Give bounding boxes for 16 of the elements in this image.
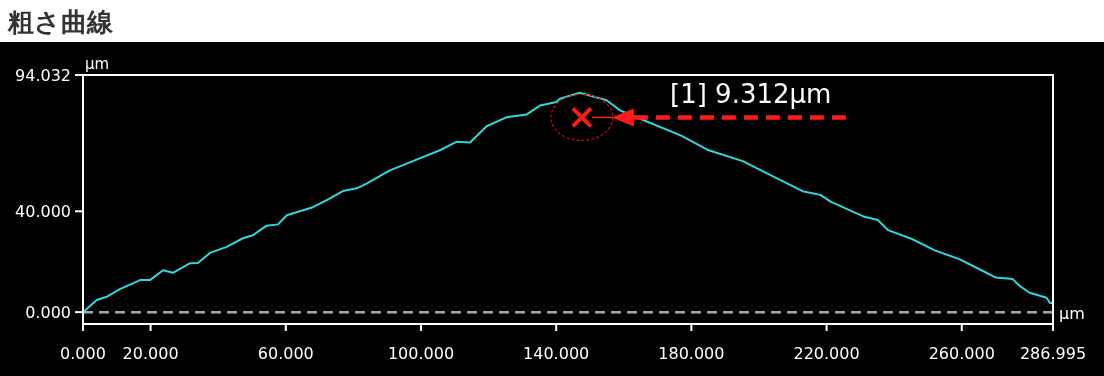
y-tick-label: 40.000	[15, 202, 71, 222]
x-axis-title: µm	[1059, 304, 1085, 324]
x-tick-label: 100.000	[387, 344, 455, 363]
x-tick-label: 180.000	[658, 344, 725, 363]
annotation: [1] 9.312µm	[670, 79, 832, 109]
y-tick-label: 0.000	[25, 303, 71, 323]
x-tick-label: 60.000	[257, 344, 314, 363]
x-tick-label: 286.995	[1019, 344, 1087, 363]
x-tick-label: 20.000	[122, 344, 179, 363]
x-tick-label: 0.000	[60, 344, 106, 363]
chart-title: 粗さ曲線	[7, 7, 114, 37]
y-axis-title: µm	[85, 55, 110, 73]
x-tick-label: 140.000	[523, 344, 590, 363]
y-tick-label: 94.032	[15, 66, 71, 85]
x-tick-label: 220.000	[793, 344, 860, 363]
x-tick-label: 260.000	[928, 344, 995, 363]
